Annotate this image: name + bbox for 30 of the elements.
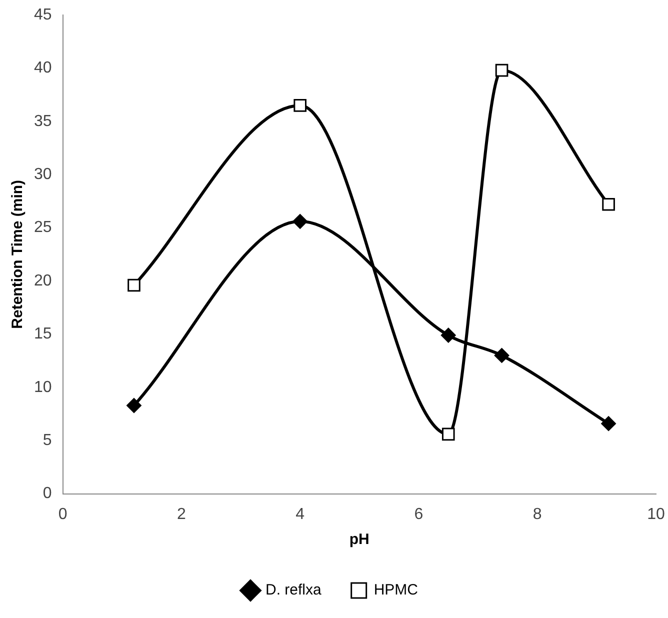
y-tick-label: 20 bbox=[34, 272, 52, 290]
legend-label: HPMC bbox=[374, 582, 418, 599]
y-tick-label: 35 bbox=[34, 112, 52, 130]
x-tick-label: 8 bbox=[532, 506, 542, 523]
x-tick-label: 0 bbox=[58, 506, 68, 523]
y-tick-label: 30 bbox=[34, 166, 52, 184]
point bbox=[128, 278, 140, 292]
y-axis-title: Retention Time (min) bbox=[9, 180, 26, 329]
y-tick-label: 5 bbox=[42, 432, 52, 450]
point bbox=[440, 328, 456, 343]
point bbox=[294, 99, 306, 112]
legend-label: D. reflxa bbox=[265, 582, 322, 599]
point bbox=[601, 416, 616, 432]
y-tick-label: 45 bbox=[34, 6, 52, 24]
x-tick-label: 4 bbox=[296, 506, 305, 523]
x-axis-title: pH bbox=[349, 531, 370, 548]
x-tick-label: 10 bbox=[647, 506, 665, 523]
point bbox=[442, 428, 455, 441]
y-tick-label: 10 bbox=[34, 378, 52, 396]
point bbox=[602, 198, 615, 211]
y-tick-label: 40 bbox=[34, 60, 52, 77]
y-tick-label: 15 bbox=[34, 326, 52, 343]
point bbox=[126, 398, 142, 413]
y-tick-label: 25 bbox=[34, 219, 52, 236]
y-tick-label: 0 bbox=[42, 485, 52, 502]
x-tick-label: 2 bbox=[176, 506, 186, 523]
point bbox=[494, 348, 510, 363]
point bbox=[292, 214, 308, 229]
x-tick-label: 6 bbox=[414, 506, 424, 523]
point bbox=[495, 64, 508, 77]
